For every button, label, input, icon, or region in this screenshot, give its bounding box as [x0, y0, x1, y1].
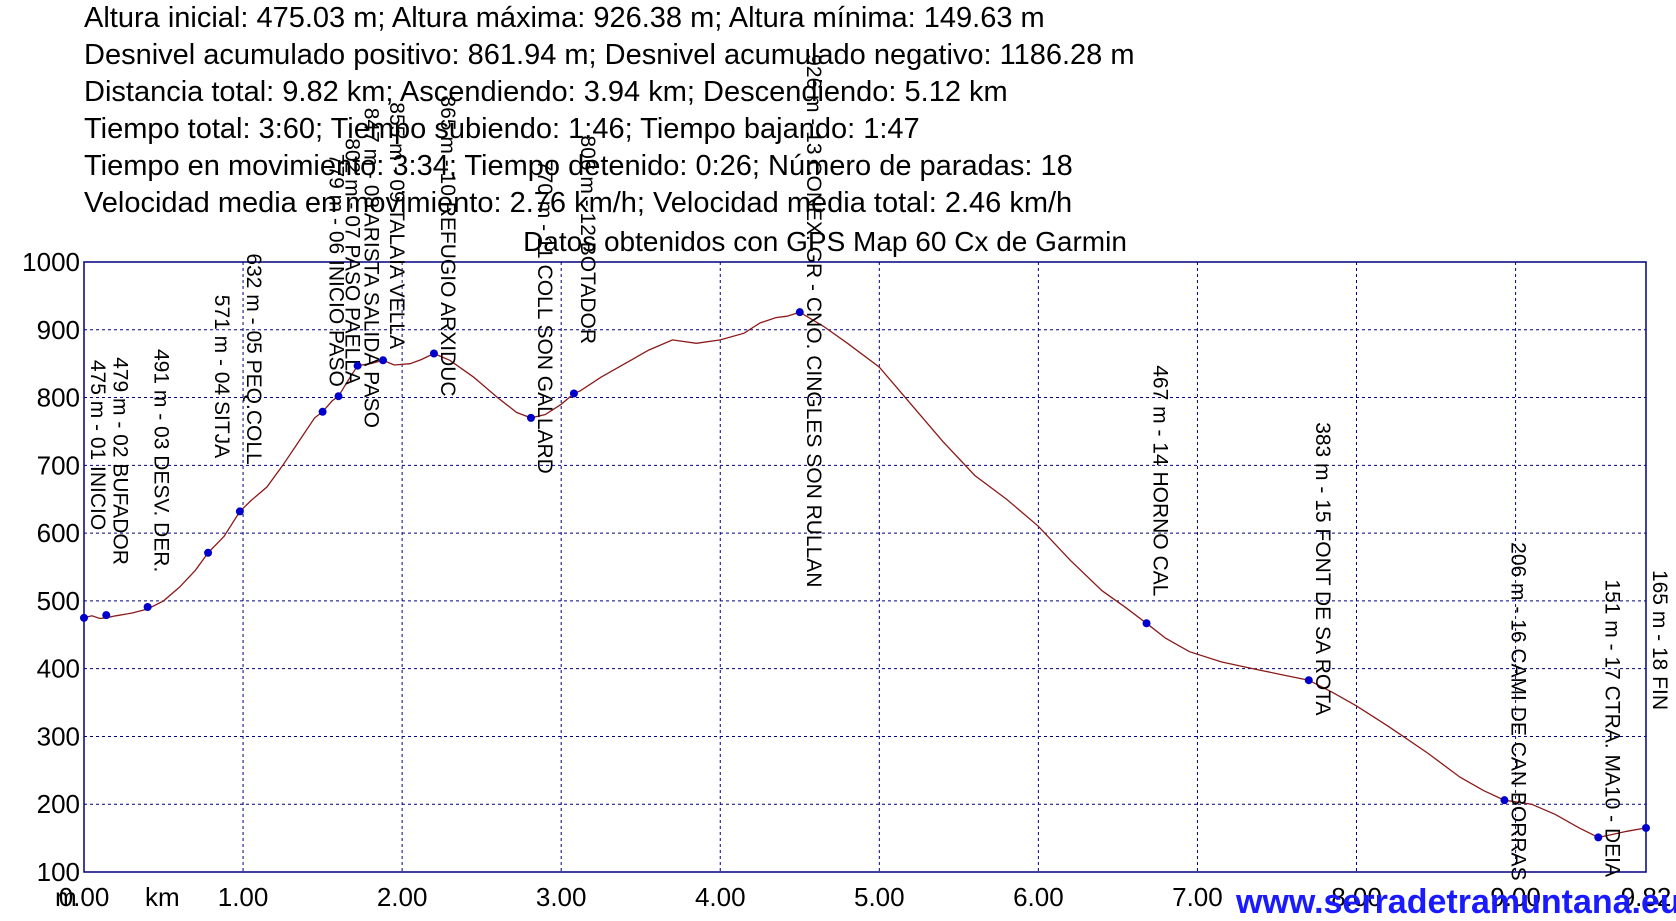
y-tick-label: 1000 — [22, 247, 80, 277]
plot-frame — [83, 261, 1647, 873]
waypoint: 770 m - 11 COLL SON GALLARD — [526, 160, 556, 474]
waypoint-marker — [80, 613, 88, 622]
waypoint-label: 165 m - 18 FIN — [1648, 570, 1671, 710]
waypoint: 806 m - 12 BOTADOR — [569, 135, 599, 398]
waypoint-marker — [235, 507, 244, 516]
stats-line-altitudes: Altura inicial: 475.03 m; Altura máxima:… — [84, 2, 1045, 34]
y-tick-label: 600 — [37, 518, 80, 548]
stats-line-distance: Distancia total: 9.82 km; Ascendiendo: 3… — [84, 76, 1008, 108]
waypoint-marker — [1594, 833, 1603, 842]
y-tick-label: 700 — [37, 450, 80, 480]
waypoint-label: 151 m - 17 CTRA. MA10 - DEIA — [1600, 579, 1623, 877]
waypoint: 865 m - 10 REFUGIO ARXIDUC — [429, 96, 459, 397]
waypoint-marker — [353, 361, 362, 370]
waypoint-label: 855 m - 09 TALAIA VELLA — [385, 102, 408, 349]
waypoint: 571 m - 04 SITJA — [204, 295, 233, 557]
waypoint-label: 847 m - 08 ARISTA SALIDA PASO — [360, 108, 383, 428]
x-tick-label: 2.00 — [377, 882, 428, 912]
waypoint: 165 m - 18 FIN — [1642, 570, 1671, 832]
stats-line-speed: Velocidad media en movimiento: 2.76 km/h… — [84, 187, 1073, 219]
waypoint-marker — [143, 602, 152, 611]
waypoint: 926 m - 13 CONEX. GR - CNO. CINGLES SON … — [795, 54, 825, 587]
y-tick-label: 800 — [37, 383, 80, 413]
waypoint-marker — [1142, 619, 1151, 628]
waypoint: 847 m - 08 ARISTA SALIDA PASO — [353, 108, 383, 428]
waypoint-markers: 475 m - 01 INICIO 479 m - 02 BUFADOR 491 m… — [80, 54, 1671, 881]
waypoint: 632 m - 05 PEQ.COLL — [235, 253, 265, 516]
waypoint: 491 m - 03 DESV. DER. — [143, 349, 173, 611]
waypoint-label: 632 m - 05 PEQ.COLL — [242, 253, 265, 464]
x-tick-label: 4.00 — [695, 882, 746, 912]
stats-line-time: Tiempo total: 3:60; Tiempo subiendo: 1:4… — [84, 113, 920, 145]
y-tick-label: 100 — [37, 857, 80, 887]
waypoint-label: 802 m - 07 PASO PAELLA — [341, 138, 364, 385]
y-tick-label: 400 — [37, 654, 80, 684]
waypoint-marker — [1500, 796, 1509, 805]
waypoint: 475 m - 01 INICIO — [80, 360, 109, 622]
waypoint: 779 m - 06 INICIO PASO — [318, 154, 348, 416]
y-tick-label: 500 — [37, 586, 80, 616]
waypoint-label: 779 m - 06 INICIO PASO — [325, 154, 348, 387]
waypoint-label: 865 m - 10 REFUGIO ARXIDUC — [436, 96, 459, 397]
waypoint-label: 206 m - 16 CAMI DE CAN BORRAS — [1506, 542, 1529, 880]
x-tick-label: 0.00 — [59, 882, 110, 912]
stats-line-moving-time: Tiempo en movimiento: 3:34; Tiempo deten… — [84, 150, 1073, 182]
waypoint-marker — [334, 392, 343, 401]
waypoint: 467 m - 14 HORNO CAL — [1142, 365, 1172, 628]
waypoint: 383 m - 15 FONT DE SA ROTA — [1304, 422, 1334, 716]
waypoint-marker — [429, 349, 438, 358]
x-tick-label: 1.00 — [218, 882, 269, 912]
x-tick-label: 3.00 — [536, 882, 587, 912]
waypoint-marker — [569, 389, 578, 398]
chart-grid — [84, 262, 1646, 872]
waypoint-label: 806 m - 12 BOTADOR — [576, 135, 599, 344]
waypoint-marker — [1642, 823, 1650, 832]
waypoint-marker — [379, 356, 388, 365]
waypoint-marker — [204, 548, 213, 557]
waypoint: 479 m - 02 BUFADOR — [102, 357, 131, 620]
waypoint-label: 467 m - 14 HORNO CAL — [1149, 365, 1172, 596]
waypoint: 206 m - 16 CAMI DE CAN BORRAS — [1500, 542, 1529, 881]
y-axis-ticks: 100 200 300 400 500 600 700 800 900 1000 — [22, 247, 80, 887]
x-tick-label: 5.00 — [854, 882, 905, 912]
y-unit-label: m — [55, 882, 77, 912]
chart-title: Datos obtenidos con GPS Map 60 Cx de Gar… — [523, 226, 1127, 257]
y-tick-label: 900 — [37, 315, 80, 345]
waypoint-label: 383 m - 15 FONT DE SA ROTA — [1311, 422, 1334, 715]
waypoint-marker — [102, 611, 111, 620]
waypoint: 802 m - 07 PASO PAELLA — [334, 138, 364, 401]
waypoint: 855 m - 09 TALAIA VELLA — [379, 102, 408, 365]
x-axis-ticks: 0.00 1.00 2.00 3.00 4.00 5.00 6.00 7.00 8.00 9.00… — [59, 882, 1672, 912]
x-tick-label: 9.82 — [1621, 882, 1672, 912]
x-tick-label: 9.00 — [1490, 882, 1541, 912]
waypoint-marker — [795, 308, 804, 317]
x-tick-label: 6.00 — [1013, 882, 1064, 912]
x-unit-label: km — [145, 882, 180, 912]
stats-line-elevation-gain: Desnivel acumulado positivo: 861.94 m; D… — [84, 39, 1135, 71]
watermark-link[interactable]: www.serradetramuntana.eu — [1235, 883, 1676, 921]
y-tick-label: 300 — [37, 721, 80, 751]
x-tick-label: 8.00 — [1331, 882, 1382, 912]
waypoint-label: 475 m - 01 INICIO — [86, 360, 109, 530]
waypoint-label: 926 m - 13 CONEX. GR - CNO. CINGLES SON … — [802, 54, 825, 587]
route-stats: Altura inicial: 475.03 m; Altura máxima:… — [84, 0, 1135, 222]
waypoint-label: 491 m - 03 DESV. DER. — [150, 349, 173, 572]
waypoint-marker — [318, 407, 327, 416]
waypoint-label: 770 m - 11 COLL SON GALLARD — [533, 160, 556, 474]
waypoint-marker — [1304, 676, 1313, 685]
waypoint: 151 m - 17 CTRA. MA10 - DEIA — [1594, 579, 1623, 877]
waypoint-marker — [526, 413, 535, 422]
waypoint-label: 571 m - 04 SITJA — [210, 295, 233, 458]
waypoint-label: 479 m - 02 BUFADOR — [108, 357, 131, 565]
x-tick-label: 7.00 — [1172, 882, 1223, 912]
y-tick-label: 200 — [37, 789, 80, 819]
elevation-profile-line — [83, 311, 1647, 839]
